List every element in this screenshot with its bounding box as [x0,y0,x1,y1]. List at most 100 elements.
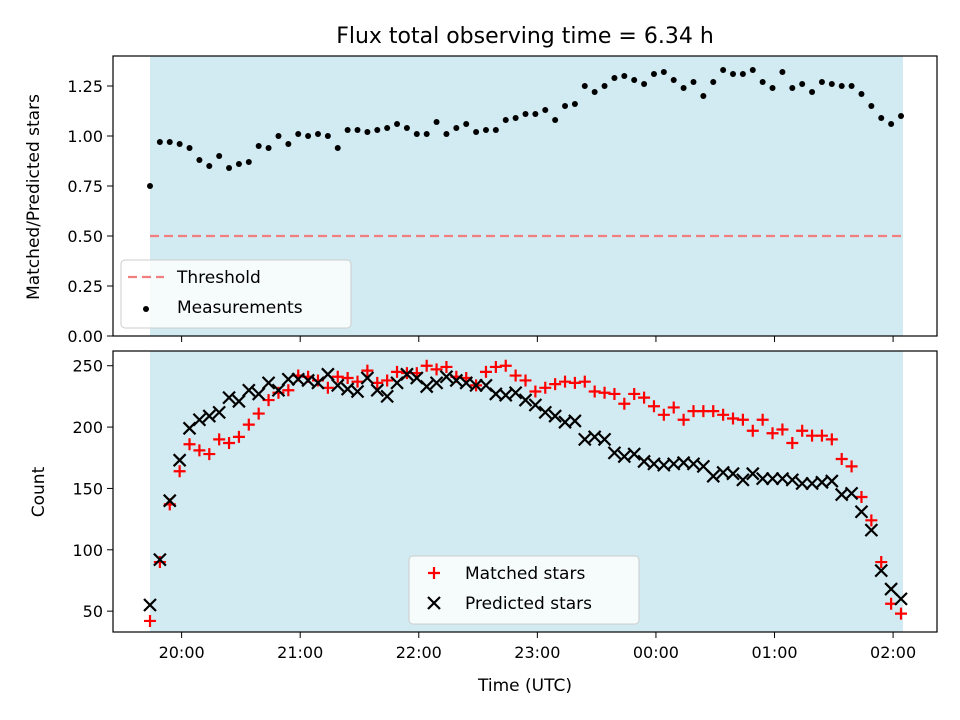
bottom-matched-stars-point [756,413,769,426]
bottom-matched-stars-point [223,437,236,450]
bottom-predicted-stars-point [321,367,335,382]
bottom-legend-box [408,555,640,625]
bottom-matched-stars-point [746,424,759,437]
top-measurements-point [868,103,875,109]
bottom-matched-stars-point [568,376,581,389]
bottom-predicted-stars-point [736,473,750,487]
bottom-predicted-stars-point [153,552,167,567]
bottom-matched-stars-point [341,371,354,384]
top-measurements-point [374,127,381,133]
bottom-predicted-stars-point [192,412,207,427]
bottom-predicted-stars-point [686,457,701,471]
top-measurements-point [769,85,776,91]
bottom-predicted-stars-point [568,414,582,428]
top-measurements-point [295,131,302,137]
bottom-legend-label: Matched stars [465,564,585,584]
bottom-predicted-stars-point [637,454,651,469]
top-measurements-point [364,129,371,135]
top-measurements-point [265,145,272,151]
bottom-matched-stars-point [430,363,443,376]
chart-title: Flux total observing time = 6.34 h [336,24,714,49]
top-measurements-point [542,107,549,113]
bottom-predicted-stars-point [627,447,641,461]
bottom-matched-stars-point [203,448,216,461]
bottom-matched-stars-point [479,365,492,378]
top-measurements-point [749,67,756,73]
bottom-matched-stars-point [381,374,394,387]
top-measurements-point [591,89,598,95]
bottom-predicted-stars-point [844,486,859,501]
bottom-predicted-stars-point [449,373,464,388]
top-measurements-point [848,83,855,89]
top-y-tick-label: 0.75 [67,177,103,196]
bottom-matched-stars-point [351,375,364,388]
bottom-predicted-stars-point [202,409,217,423]
bottom-predicted-stars-point [726,466,740,481]
bottom-predicted-stars-point [578,432,592,447]
bottom-predicted-stars-point [143,598,157,612]
bottom-matched-stars-point [420,359,433,372]
bottom-matched-stars-point [657,408,670,421]
bottom-y-axis-label: Count [29,466,49,517]
bottom-matched-stars-point [638,391,651,404]
bottom-matched-stars-point [539,381,552,394]
bottom-axes-frame [112,350,938,633]
bottom-matched-stars-point [707,405,720,418]
top-measurements-point [463,121,470,127]
top-y-tick-label: 0.50 [67,227,103,246]
bottom-predicted-stars-point [212,405,226,420]
bottom-y-tick-label: 50 [83,602,103,621]
top-measurements-point [255,143,262,149]
top-measurements-point [344,127,351,133]
bottom-matched-stars-point [786,437,799,450]
bottom-predicted-stars-point [498,388,513,402]
top-measurements-point [196,157,203,163]
bottom-matched-stars-point [727,412,740,425]
top-measurements-point [492,127,499,133]
top-measurements-point [730,71,737,77]
bottom-predicted-stars-point [617,449,632,464]
top-measurements-point [502,117,509,123]
top-legend-label: Measurements [177,298,303,318]
top-measurements-point [433,119,440,125]
bottom-predicted-stars-point [429,376,444,390]
bottom-matched-stars-point [618,397,631,410]
top-measurements-point [710,79,717,85]
bottom-matched-stars-point [232,430,245,443]
top-measurements-point [443,131,450,137]
top-measurements-point [809,89,816,95]
top-measurements-point [216,153,223,159]
top-measurements-point [878,115,885,121]
top-measurements-point [285,141,292,147]
top-y-tick-label: 0.00 [67,327,103,346]
bottom-predicted-stars-point [222,390,236,405]
bottom-matched-stars-point [183,438,196,451]
bottom-matched-stars-point [252,407,265,420]
bottom-matched-stars-point [776,423,789,436]
top-measurements-point [621,73,628,79]
top-measurements-point [334,145,341,151]
bottom-predicted-stars-point [439,369,454,384]
bottom-predicted-stars-point [162,493,177,508]
top-measurements-point [818,79,825,85]
bottom-matched-stars-point [825,433,838,446]
bottom-predicted-stars-point [607,446,622,460]
bottom-predicted-stars-point [469,378,483,393]
bottom-predicted-stars-point [271,383,286,398]
top-measurements-point [601,83,608,89]
top-measurements-point [314,131,321,137]
bottom-x-tick-label: 23:00 [514,643,560,662]
bottom-predicted-stars-point [765,471,780,486]
bottom-legend-matched-swatch [428,567,440,579]
top-measurements-point [611,75,618,81]
bottom-matched-stars-point [628,387,641,400]
bottom-predicted-stars-point [301,373,315,388]
top-measurements-point [779,69,786,75]
bottom-matched-stars-point [242,418,255,431]
top-measurements-point [235,161,242,167]
bottom-x-tick-label: 02:00 [870,643,916,662]
top-measurements-point [720,67,727,73]
top-measurements-point [384,125,391,131]
bottom-predicted-stars-point [785,473,800,487]
